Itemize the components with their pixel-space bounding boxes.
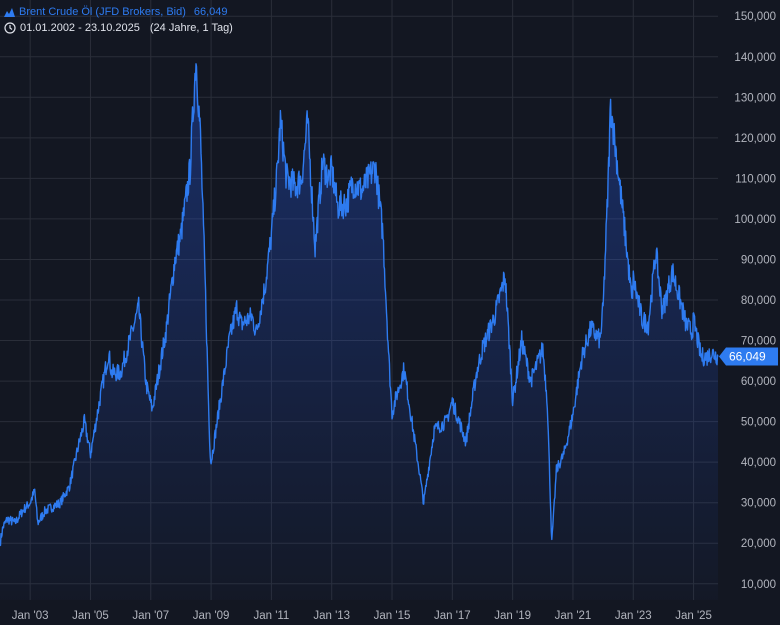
x-tick-label: Jan '19 [494,610,531,622]
x-tick-label: Jan '13 [313,610,350,622]
x-tick-label: Jan '09 [193,610,230,622]
y-tick-label: 30,000 [741,498,776,510]
legend-range-row[interactable]: 01.01.2002 - 23.10.2025 (24 Jahre, 1 Tag… [4,20,233,36]
x-tick-label: Jan '11 [253,610,289,622]
x-axis: Jan '03 Jan '05 Jan '07 Jan '09 Jan '11 Jan '… [12,610,712,622]
y-tick-label: 130,000 [734,92,776,104]
y-tick-label: 60,000 [741,376,776,388]
mountain-chart-icon [4,7,15,17]
last-price-badge-shape [719,347,778,366]
legend-time-span: (24 Jahre, 1 Tag) [149,22,233,34]
y-axis: 10,000 20,000 30,000 40,000 50,000 60,000 70,0… [734,11,776,591]
chart-legend: Brent Crude Öl (JFD Brokers, Bid) 66,049… [4,4,233,36]
x-tick-label: Jan '21 [555,610,592,622]
y-tick-label: 80,000 [741,295,776,307]
y-tick-label: 100,000 [734,214,776,226]
x-tick-label: Jan '15 [374,610,411,622]
y-tick-label: 90,000 [741,254,776,266]
y-tick-label: 20,000 [741,538,776,550]
x-tick-label: Jan '17 [434,610,471,622]
x-tick-label: Jan '05 [72,610,109,622]
x-tick-label: Jan '03 [12,610,49,622]
legend-date-range: 01.01.2002 - 23.10.2025 [20,22,140,34]
y-tick-label: 140,000 [734,52,776,64]
last-price-badge: 66,049 [719,347,778,366]
x-tick-label: Jan '23 [615,610,652,622]
series-line[interactable] [0,63,719,547]
clock-icon [4,22,16,34]
series-area-fill [0,63,718,601]
y-tick-label: 10,000 [741,579,776,591]
y-tick-label: 70,000 [741,336,776,348]
y-tick-label: 150,000 [734,11,776,23]
y-tick-label: 50,000 [741,417,776,429]
y-tick-label: 40,000 [741,457,776,469]
x-tick-label: Jan '25 [675,610,712,622]
legend-series-title: Brent Crude Öl (JFD Brokers, Bid) [19,6,186,18]
legend-last-value: 66,049 [193,6,228,18]
y-tick-label: 120,000 [734,133,776,145]
last-price-label: 66,049 [729,350,766,364]
y-tick-label: 110,000 [735,173,776,185]
legend-series-row[interactable]: Brent Crude Öl (JFD Brokers, Bid) 66,049 [4,4,233,20]
x-tick-label: Jan '07 [132,610,169,622]
